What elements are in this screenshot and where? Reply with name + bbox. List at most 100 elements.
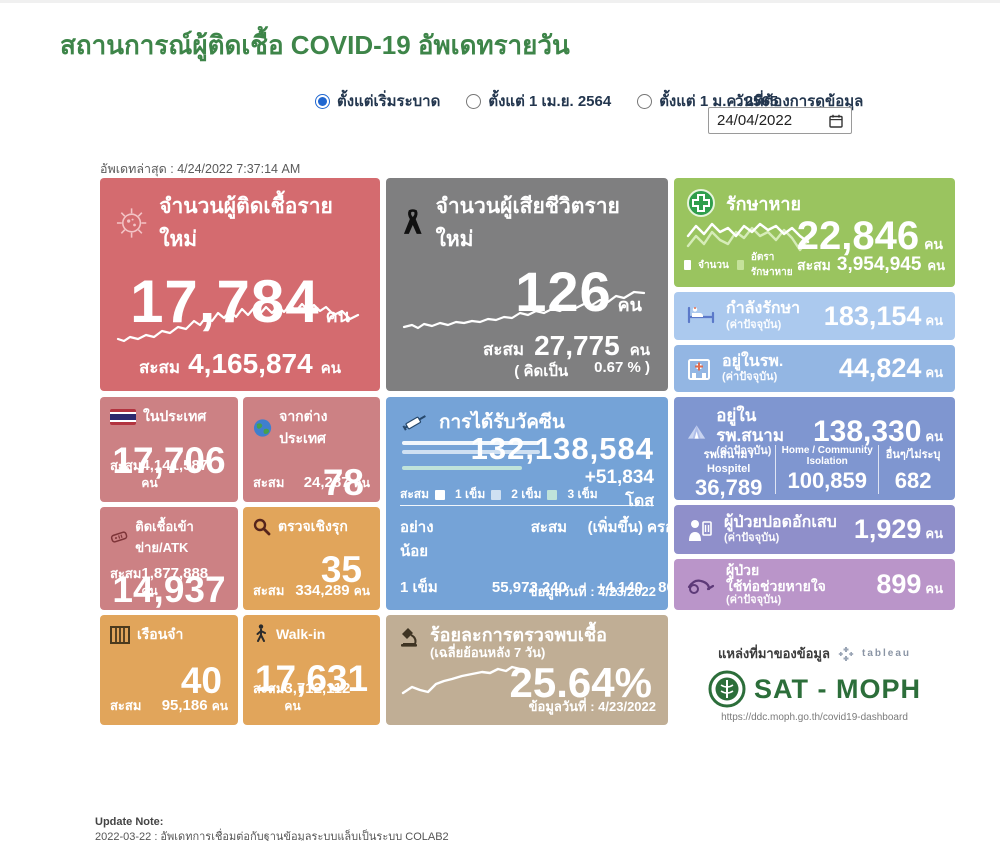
in-hospital-value: 44,824 [838, 353, 922, 383]
vaccine-dose-bars [402, 441, 540, 470]
ventilator-icon [687, 579, 715, 594]
ventilator-subtitle: (ค่าปัจจุบัน) [726, 594, 782, 607]
card-positive-rate: ร้อยละการตรวจพบเชื้อ (เฉลี่ยย้อนหลัง 7 ว… [386, 615, 668, 725]
card-abroad: จากต่างประเทศ 78 สะสม 24,287 คน [243, 397, 380, 502]
abroad-title: จากต่างประเทศ [279, 408, 328, 446]
divider [878, 445, 880, 494]
walking-person-icon [256, 624, 266, 642]
domestic-cum-unit: คน [141, 476, 158, 490]
new-cases-sparkline [116, 302, 360, 343]
new-cases-unit: คน [325, 306, 350, 326]
field-breakdown-label: รพ.สนาม / Hospitel [703, 449, 754, 475]
ventilator-title-line1: ผู้ป่วย [726, 562, 760, 579]
in-hospital-subtitle: (ค่าปัจจุบัน) [722, 371, 778, 384]
tent-icon [687, 425, 706, 439]
walkin-cum-label: สะสม [253, 681, 285, 696]
prison-cum-unit: คน [211, 699, 228, 713]
radio-since-apr-2564[interactable] [466, 93, 482, 109]
source-url: https://ddc.moph.go.th/covid19-dashboard [721, 712, 908, 723]
tableau-wordmark: tableau [861, 648, 911, 659]
abroad-cum-label: สะสม [253, 475, 285, 490]
recovered-cum-label: สะสม [797, 257, 831, 273]
vaccine-legend-dose1: 1 เข็ม [455, 487, 486, 501]
walkin-value: 17,631 [254, 658, 369, 699]
atk-cum-unit: คน [141, 584, 158, 598]
walkin-cum-unit: คน [284, 699, 301, 713]
field-hospital-subtitle: (ค่าปัจจุบัน) [716, 445, 772, 458]
card-ventilator: ผู้ป่วย ใช้ท่อช่วยหายใจ (ค่าปัจจุบัน) 89… [674, 559, 955, 610]
card-treating: กำลังรักษา (ค่าปัจจุบัน) 183,154 คน [674, 292, 955, 340]
deaths-unit: คน [617, 295, 642, 315]
atk-test-icon [110, 531, 128, 543]
proactive-cum-label: สะสม [253, 583, 285, 598]
prison-title: เรือนจำ [137, 626, 184, 642]
radio-since-outbreak[interactable] [315, 93, 330, 109]
page-title: สถานการณ์ผู้ติดเชื้อ COVID-19 อัพเดทรายว… [60, 30, 570, 60]
field-breakdown-value: 36,789 [695, 475, 763, 500]
card-field-hospital: อยู่ในรพ.สนาม (ค่าปัจจุบัน) 138,330 คน ร… [674, 397, 955, 500]
vx-h-dose: อย่างน้อย [400, 519, 434, 560]
time-range-filter: ตั้งแต่เริ่มระบาด ตั้งแต่ 1 เม.ย. 2564 ต… [315, 89, 778, 113]
abroad-cum-unit: คน [353, 476, 370, 490]
update-note: Update Note: 2022-03-22 : อัพเดทการเชื่อ… [95, 815, 449, 841]
treating-subtitle: (ค่าปัจจุบัน) [726, 318, 782, 331]
vaccine-total: 132,138,584 [470, 431, 654, 466]
dose2-bar [402, 450, 540, 454]
vaccine-delta: +51,834 [584, 467, 654, 488]
legend-swatch-dose1 [435, 489, 446, 500]
filter-option-since-outbreak[interactable]: ตั้งแต่เริ่มระบาด [315, 89, 440, 113]
recovered-unit: คน [924, 236, 943, 252]
treating-value: 183,154 [823, 300, 922, 331]
vx-h-total: สะสม [530, 519, 567, 536]
card-atk: ติดเชื้อเข้าข่าย/ATK 14,937 สะสม 1,877,8… [100, 507, 238, 610]
card-walkin: Walk-in 17,631 สะสม 3,712,112 คน [243, 615, 380, 725]
deaths-cum-unit: คน [629, 342, 650, 359]
recovered-title: รักษาหาย [726, 193, 802, 214]
pneumonia-patient-icon [689, 519, 712, 541]
treating-unit: คน [925, 312, 943, 328]
domestic-cum-value: 4,141,587 [141, 457, 209, 474]
domestic-value: 17,706 [112, 440, 226, 481]
filter-option-label: ตั้งแต่ 1 เม.ย. 2564 [488, 93, 612, 110]
recovered-sparkline [686, 222, 810, 252]
date-picker-input[interactable]: 24/04/2022 [708, 107, 852, 134]
vx-coverage: 80.47% [658, 579, 668, 596]
field-breakdown-label: อื่นๆ/ไม่ระบุ [885, 449, 941, 461]
recovered-legend-count: จำนวน [698, 259, 729, 271]
calendar-icon[interactable] [829, 114, 843, 128]
divider [775, 445, 777, 494]
prison-cum-value: 95,186 [161, 697, 208, 714]
pneumonia-title: ผู้ป่วยปอดอักเสบ [724, 513, 837, 531]
filter-option-since-jan-2565[interactable]: ตั้งแต่ 1 ม.ค. 2565 [637, 89, 778, 113]
vx-delta: +4,140 [596, 579, 643, 596]
card-pneumonia: ผู้ป่วยปอดอักเสบ (ค่าปัจจุบัน) 1,929 คน [674, 505, 955, 554]
filter-option-since-apr-2564[interactable]: ตั้งแต่ 1 เม.ย. 2564 [466, 89, 611, 113]
radio-since-jan-2565[interactable] [637, 93, 653, 109]
abroad-cum-value: 24,287 [303, 474, 350, 491]
vaccine-data-date: ข้อมูลวันที่ : 4/23/2022 [528, 584, 656, 599]
proactive-title: ตรวจเชิงรุก [278, 518, 348, 534]
prison-value: 40 [180, 660, 222, 701]
hospital-building-icon [688, 358, 710, 380]
thai-flag-icon [110, 409, 136, 425]
new-cases-title: จำนวนผู้ติดเชื้อรายใหม่ [159, 195, 333, 251]
microscope-icon [401, 628, 417, 647]
atk-cum-value: 1,877,888 [141, 565, 209, 582]
vx-dose: 1 เข็ม [400, 579, 438, 596]
date-value: 24/04/2022 [717, 112, 793, 129]
globe-icon [253, 419, 272, 437]
medical-cross-icon [687, 189, 715, 217]
recovered-cum-unit: คน [927, 258, 945, 273]
hospital-bed-icon [687, 306, 715, 324]
legend-swatch-dose3 [547, 489, 558, 500]
abroad-value: 78 [322, 462, 364, 502]
vaccine-legend-dose3: 3 เข็ม [567, 487, 598, 501]
pneumonia-subtitle: (ค่าปัจจุบัน) [724, 532, 780, 545]
vaccine-table-row: 1 เข็ม 55,973,240 +4,140 80.47% [400, 575, 668, 599]
deaths-ratio-value: 0.67 % [594, 359, 641, 376]
tableau-logo-icon [838, 646, 854, 661]
field-breakdown-label: Home / Community Isolation [781, 445, 873, 467]
magnifier-icon [253, 518, 271, 536]
pneumonia-unit: คน [925, 526, 943, 541]
vx-h-delta: (เพิ่มขึ้น) [587, 519, 643, 536]
